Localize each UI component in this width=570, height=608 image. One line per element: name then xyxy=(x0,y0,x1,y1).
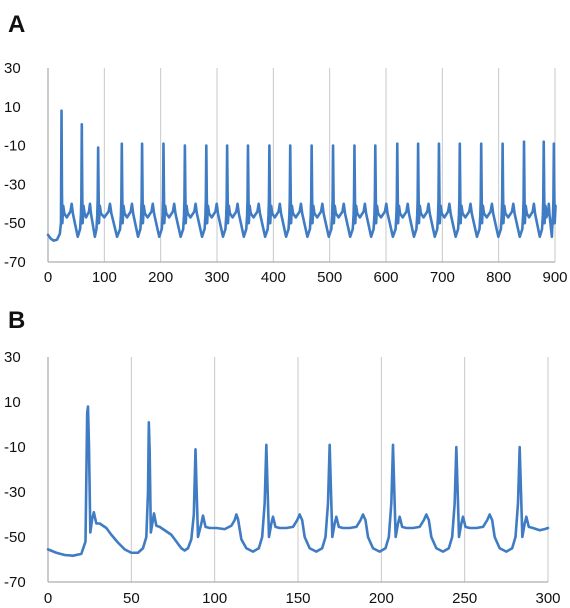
x-tick-label: 600 xyxy=(373,269,398,286)
y-tick-label: -10 xyxy=(4,439,26,456)
y-tick-label: -30 xyxy=(4,484,26,501)
x-tick-label: 400 xyxy=(261,269,286,286)
x-tick-label: 0 xyxy=(44,269,52,286)
x-tick-label: 0 xyxy=(44,590,52,607)
panel-label-a: A xyxy=(8,11,25,38)
x-tick-label: 200 xyxy=(148,269,173,286)
y-tick-label: 10 xyxy=(4,394,21,411)
y-tick-label: -30 xyxy=(4,176,26,193)
y-tick-label: -10 xyxy=(4,138,26,155)
x-tick-label: 700 xyxy=(430,269,455,286)
x-tick-label: 800 xyxy=(486,269,511,286)
y-tick-label: -50 xyxy=(4,215,26,232)
y-tick-label: -70 xyxy=(4,254,26,271)
x-tick-label: 250 xyxy=(452,590,477,607)
x-tick-label: 300 xyxy=(535,590,560,607)
x-tick-label: 200 xyxy=(369,590,394,607)
x-tick-label: 50 xyxy=(123,590,140,607)
x-tick-label: 100 xyxy=(202,590,227,607)
y-tick-label: -70 xyxy=(4,574,26,591)
x-tick-label: 150 xyxy=(285,590,310,607)
series-line-a xyxy=(46,109,557,242)
y-tick-label: -50 xyxy=(4,529,26,546)
series-line-b xyxy=(46,405,550,557)
x-tick-label: 100 xyxy=(92,269,117,286)
panel-label-b: B xyxy=(8,307,25,334)
x-tick-label: 500 xyxy=(317,269,342,286)
y-tick-label: 30 xyxy=(4,349,21,366)
x-tick-label: 300 xyxy=(204,269,229,286)
y-tick-label: 30 xyxy=(4,60,21,77)
y-tick-label: 10 xyxy=(4,99,21,116)
x-tick-label: 900 xyxy=(542,269,567,286)
